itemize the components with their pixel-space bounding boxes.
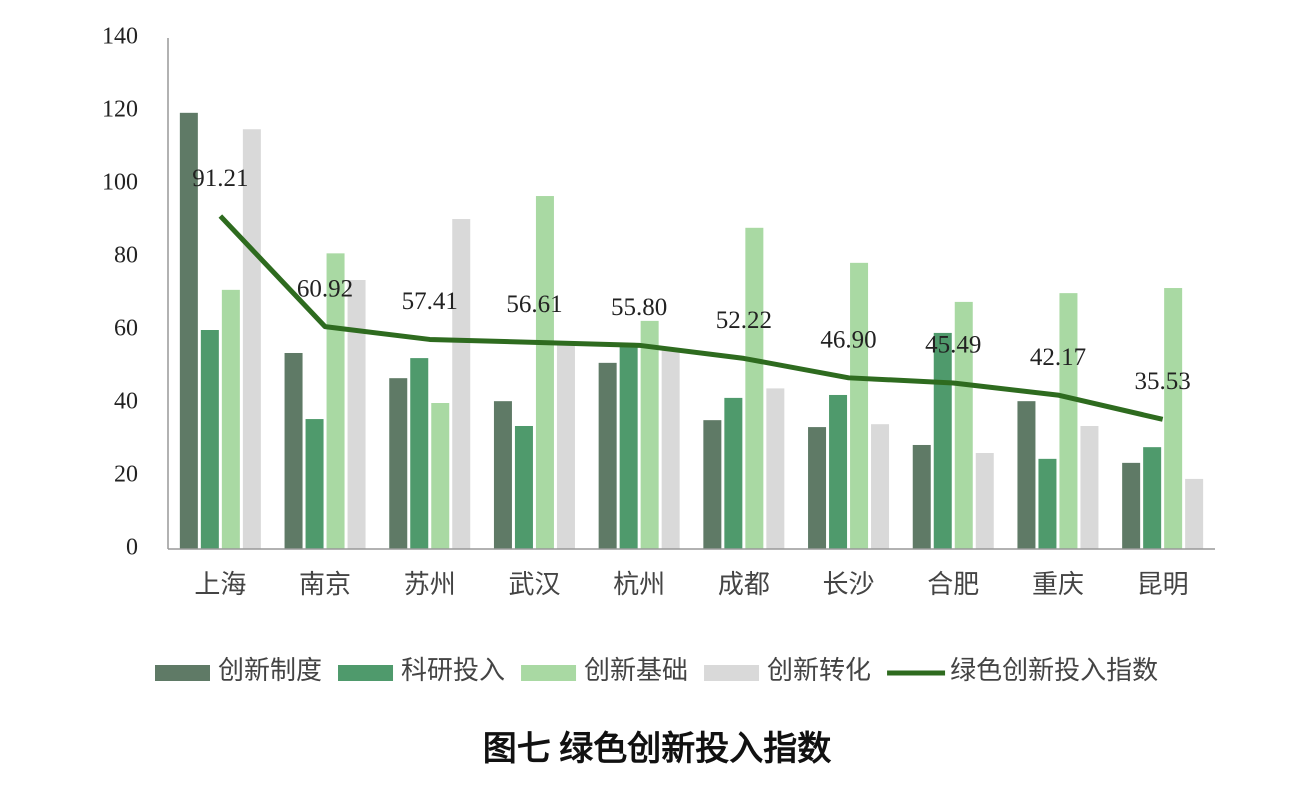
bar: [808, 427, 827, 549]
bar: [389, 378, 408, 549]
bar: [242, 129, 261, 549]
bar: [933, 332, 952, 549]
bar: [410, 358, 429, 549]
legend-swatch: [338, 665, 394, 681]
bar: [975, 453, 994, 549]
bar: [221, 289, 240, 549]
bar: [556, 344, 575, 549]
bar: [1017, 401, 1036, 549]
data-label: 46.90: [820, 327, 876, 354]
bar: [1164, 288, 1183, 549]
bar: [724, 397, 743, 549]
y-tick-label: 20: [114, 462, 138, 488]
data-label: 55.80: [611, 294, 667, 321]
bar: [305, 419, 324, 549]
bar: [598, 362, 617, 549]
data-label: 35.53: [1135, 368, 1191, 395]
data-label: 56.61: [506, 291, 562, 318]
data-label: 45.49: [925, 332, 981, 359]
bar: [829, 394, 848, 549]
bar: [640, 320, 659, 549]
y-tick-label: 120: [102, 97, 138, 123]
bar: [1185, 478, 1204, 549]
bar: [493, 401, 512, 549]
line-series: [218, 214, 1164, 422]
x-tick-label: 昆明: [1137, 570, 1189, 599]
legend-swatch: [704, 665, 760, 681]
bar: [661, 348, 680, 549]
legend-label: 创新制度: [218, 656, 322, 685]
bar: [766, 388, 785, 549]
y-tick-label: 0: [126, 535, 138, 561]
legend-swatch: [155, 665, 210, 681]
data-label: 42.17: [1030, 344, 1086, 371]
bar: [200, 330, 219, 549]
bar: [1059, 293, 1078, 549]
x-tick-label: 上海: [194, 570, 246, 599]
bar: [1038, 458, 1057, 549]
bar: [871, 424, 890, 549]
data-label: 91.21: [192, 165, 248, 192]
legend-label: 创新基础: [584, 656, 688, 685]
y-tick-label: 80: [114, 243, 138, 269]
x-tick-label: 长沙: [823, 570, 875, 599]
y-tick-label: 40: [114, 389, 138, 415]
x-tick-label: 南京: [299, 570, 351, 599]
bar: [912, 444, 931, 549]
data-label: 57.41: [402, 288, 458, 315]
bar: [1080, 425, 1099, 549]
legend-label: 创新转化: [767, 656, 871, 685]
x-tick-label: 合肥: [927, 570, 979, 599]
bar: [1122, 462, 1141, 549]
y-tick-label: 140: [102, 24, 138, 50]
y-tick-label: 60: [114, 316, 138, 342]
x-tick-label: 重庆: [1032, 570, 1084, 599]
bar: [535, 196, 554, 550]
bar: [619, 344, 638, 549]
legend-label: 科研投入: [401, 656, 505, 685]
legend-swatch: [521, 665, 577, 681]
chart-title: 图七 绿色创新投入指数: [483, 730, 832, 768]
x-tick-label: 杭州: [613, 570, 665, 599]
bar: [514, 425, 533, 549]
data-label: 60.92: [297, 275, 353, 302]
bar: [284, 352, 303, 549]
x-tick-label: 武汉: [508, 570, 560, 599]
bar: [703, 420, 722, 549]
bar: [850, 262, 869, 549]
bar: [1143, 447, 1162, 549]
x-tick-label: 成都: [718, 570, 770, 599]
bar: [431, 403, 450, 549]
x-tick-label: 苏州: [404, 570, 456, 599]
legend-label: 绿色创新投入指数: [950, 656, 1158, 685]
bar: [745, 227, 764, 550]
bar: [452, 219, 471, 550]
bar: [347, 279, 366, 549]
bar: [179, 112, 198, 549]
bar: [954, 301, 973, 549]
y-tick-label: 100: [102, 170, 138, 196]
data-label: 52.22: [716, 307, 772, 334]
